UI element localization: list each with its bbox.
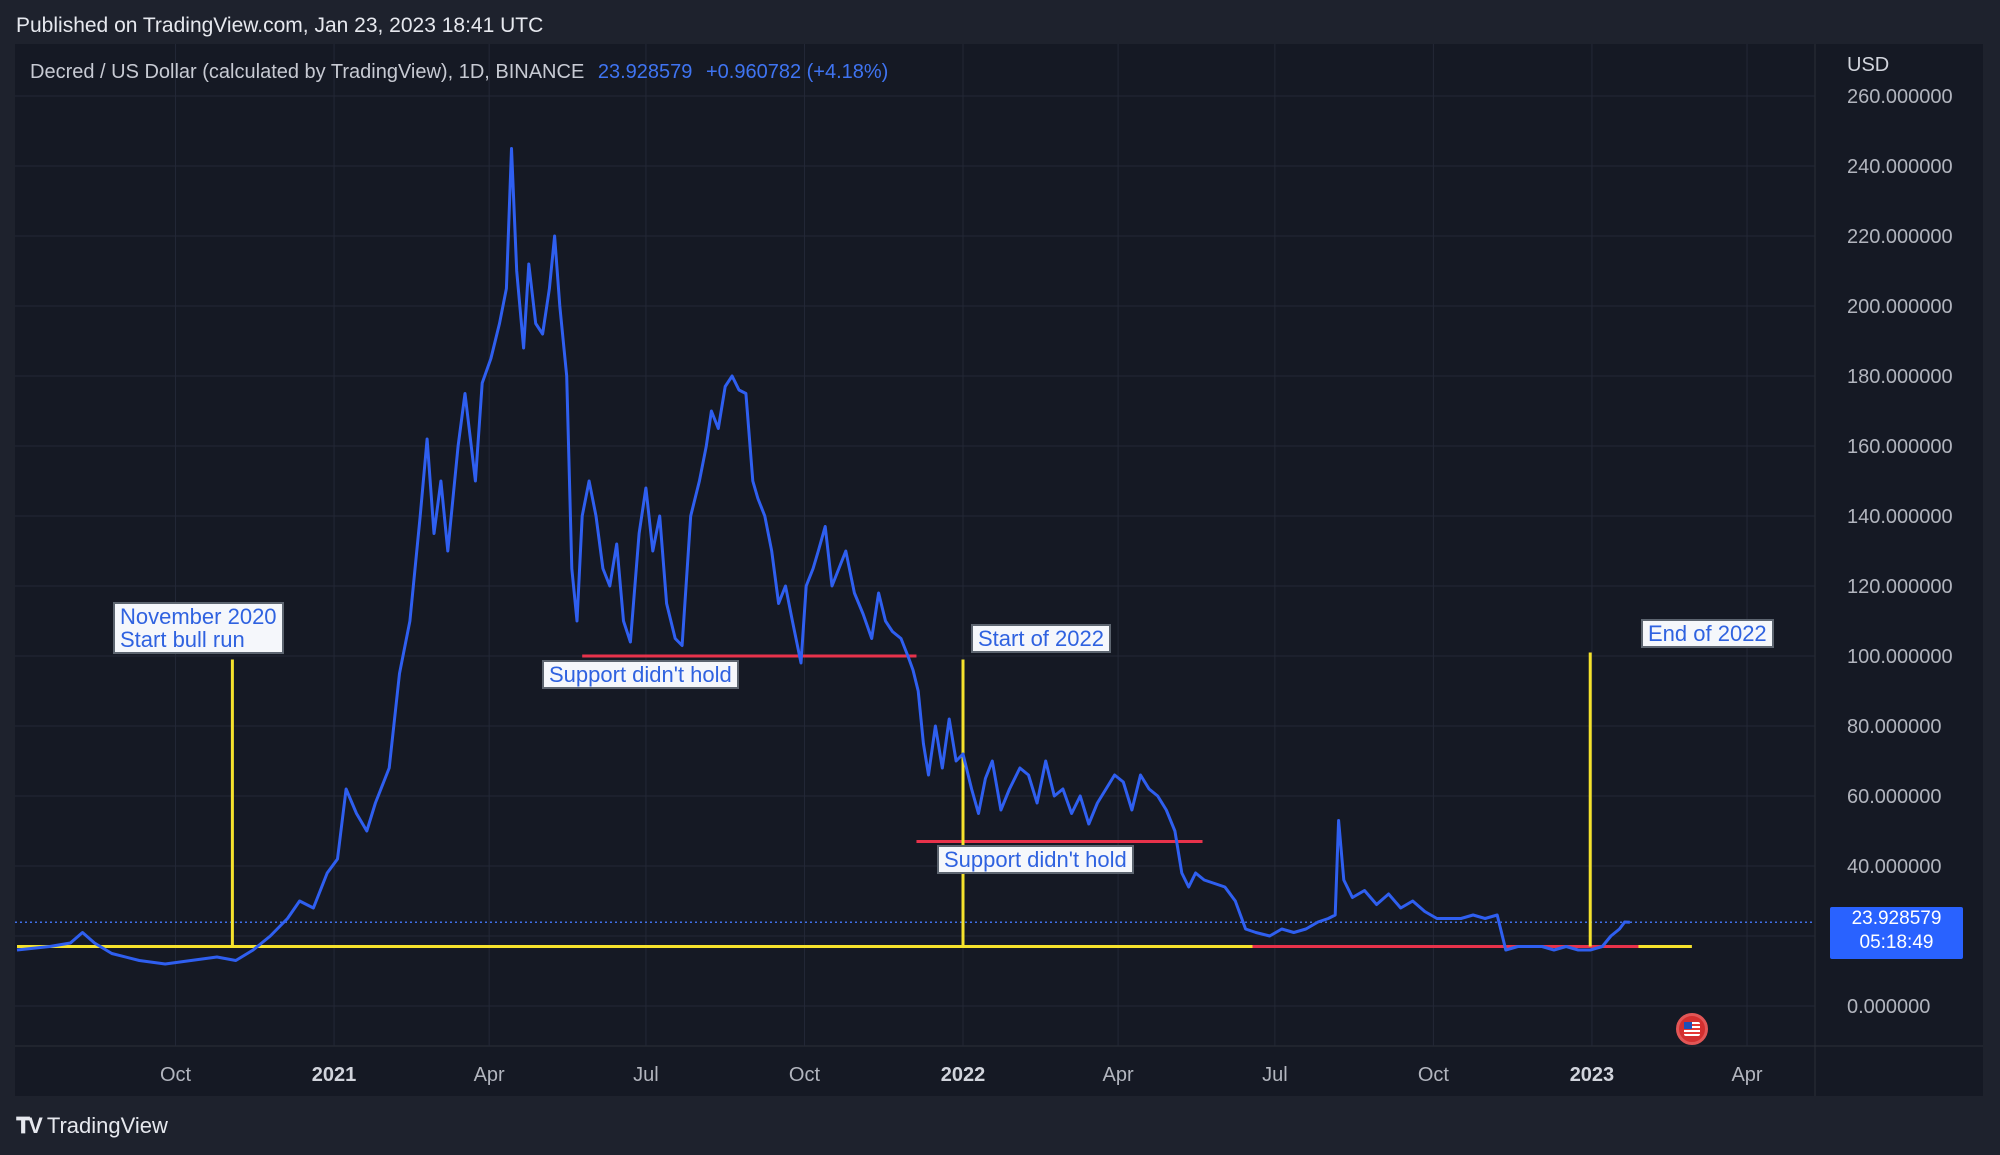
annotation-november-2020[interactable]: November 2020 Start bull run <box>113 602 284 654</box>
y-tick-label: 60.000000 <box>1847 786 1942 808</box>
y-tick-label: 200.000000 <box>1847 296 1953 318</box>
last-price-badge: 23.928579 05:18:49 <box>1830 907 1963 959</box>
price-chart[interactable]: 0.000000 40.000000 60.000000 80.000000 100.0… <box>15 44 1983 1096</box>
chart-pane[interactable]: 0.000000 40.000000 60.000000 80.000000 100.0… <box>15 44 1983 1096</box>
y-tick-label: 180.000000 <box>1847 366 1953 388</box>
symbol-legend: Decred / US Dollar (calculated by Tradin… <box>30 61 888 84</box>
currency-label[interactable]: USD <box>1847 54 1890 76</box>
tradingview-logo-icon: 𝐓V <box>16 1113 43 1138</box>
y-tick-label: 0.000000 <box>1847 996 1930 1018</box>
annotation-start-2022[interactable]: Start of 2022 <box>971 624 1111 653</box>
annotation-line-1: November 2020 <box>120 604 277 629</box>
y-tick-label: 260.000000 <box>1847 86 1953 108</box>
legend-change: +0.960782 (+4.18%) <box>705 61 889 83</box>
y-tick-label: 100.000000 <box>1847 646 1953 668</box>
x-tick-label: Oct <box>1418 1064 1450 1086</box>
symbol-name: Decred / US Dollar (calculated by Tradin… <box>30 61 585 83</box>
y-tick-label: 120.000000 <box>1847 576 1953 598</box>
bar-countdown: 05:18:49 <box>1859 932 1934 953</box>
us-flag-icon[interactable] <box>1676 1013 1708 1045</box>
x-tick-label: 2022 <box>941 1064 986 1086</box>
y-tick-label: 220.000000 <box>1847 226 1953 248</box>
x-tick-label: Apr <box>474 1064 505 1086</box>
tradingview-logo[interactable]: 𝐓V TradingView <box>16 1113 168 1139</box>
y-tick-label: 40.000000 <box>1847 856 1942 878</box>
x-tick-label: 2021 <box>312 1064 357 1086</box>
x-tick-label: Oct <box>160 1064 192 1086</box>
x-tick-label: 2023 <box>1570 1064 1615 1086</box>
brand-name: TradingView <box>46 1113 168 1138</box>
x-tick-label: Apr <box>1731 1064 1762 1086</box>
annotation-support-1[interactable]: Support didn't hold <box>542 660 739 689</box>
price-series-line <box>16 147 1630 966</box>
last-price: 23.928579 <box>1851 908 1942 929</box>
annotation-support-2[interactable]: Support didn't hold <box>937 845 1134 874</box>
x-tick-label: Apr <box>1103 1064 1134 1086</box>
legend-price: 23.928579 <box>597 61 693 83</box>
flag-canton <box>1684 1022 1692 1029</box>
annotation-line-2: Start bull run <box>120 627 245 652</box>
published-header: Published on TradingView.com, Jan 23, 20… <box>16 14 544 37</box>
x-tick-label: Jul <box>633 1064 659 1086</box>
annotation-end-2022[interactable]: End of 2022 <box>1641 619 1774 648</box>
y-tick-label: 140.000000 <box>1847 506 1953 528</box>
x-tick-label: Oct <box>789 1064 821 1086</box>
y-tick-label: 160.000000 <box>1847 436 1953 458</box>
y-tick-label: 240.000000 <box>1847 156 1953 178</box>
x-tick-label: Jul <box>1262 1064 1288 1086</box>
y-tick-label: 80.000000 <box>1847 716 1942 738</box>
